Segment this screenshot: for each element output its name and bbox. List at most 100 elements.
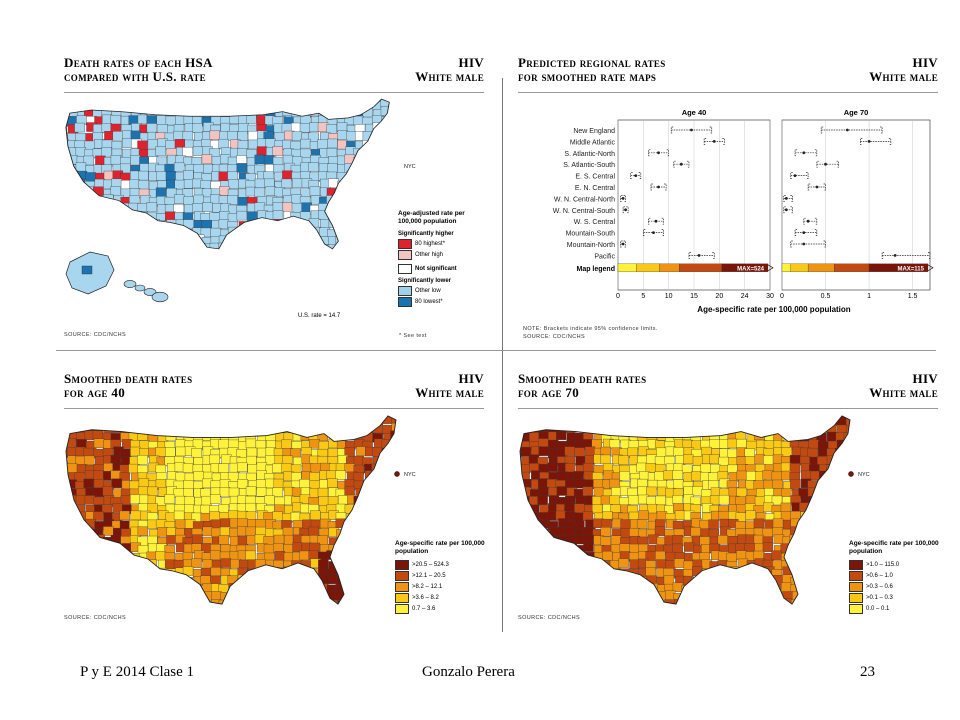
tl-sig-lower: Significantly lower: [398, 278, 452, 284]
bl-range-1: >20.5 – 524.3: [412, 561, 449, 568]
swatch-other-high: [398, 249, 412, 260]
br-title-line1: Smoothed death rates: [518, 371, 647, 386]
confidence-bracket: [794, 229, 818, 236]
smoothed-map-age40: [65, 415, 397, 605]
estimate-point: [802, 151, 806, 155]
region-label: Pacific: [594, 253, 615, 260]
estimate-point: [624, 208, 627, 212]
estimate-point: [712, 140, 716, 143]
br-tag-line1: HIV: [912, 371, 938, 386]
map-legend-swatch: [617, 263, 637, 272]
swatch-other-low: [398, 285, 412, 296]
tl-tag-line2: White male: [415, 69, 484, 84]
region-label: Middle Atlantic: [570, 139, 616, 146]
confidence-bracket: [803, 217, 818, 225]
br-nyc-marker: [848, 471, 854, 477]
br-range-4: >0.1 – 0.3: [866, 594, 893, 601]
bl-tag: HIV White male: [380, 372, 484, 400]
region-label: E. S. Central: [575, 174, 615, 181]
confidence-bracket: [816, 160, 839, 168]
bl-title-line2: for age 40: [64, 385, 126, 400]
bl-range-4: >3.6 – 8.2: [412, 594, 439, 601]
region-label: W. N. Central-North: [554, 196, 615, 203]
bl-source: SOURCE: CDC/NCHS: [64, 615, 127, 621]
estimate-point: [793, 174, 797, 177]
tick-label: 20: [715, 293, 723, 300]
region-label: S. Atlantic-North: [564, 151, 615, 158]
bl-rule: [64, 408, 484, 409]
map-legend-swatch: [807, 263, 835, 272]
estimate-point: [845, 128, 849, 132]
estimate-point: [824, 162, 827, 166]
arrow-right-icon: [927, 264, 934, 272]
confidence-bracket: [820, 126, 883, 134]
vertical-divider: [502, 78, 503, 632]
tick-label: 1.5: [908, 293, 918, 300]
tl-map: [65, 98, 390, 303]
estimate-point: [621, 242, 625, 246]
region-label: W. S. Central: [574, 219, 616, 226]
tr-source: SOURCE: CDC/NCHS: [523, 334, 586, 340]
bl-legend-title: Age-specific rate per 100,000 population: [395, 540, 485, 555]
tr-title: Predicted regional rates for smoothed ra…: [518, 56, 666, 84]
region-label: S. Atlantic-South: [563, 162, 615, 169]
estimate-point: [784, 208, 788, 212]
br-tag: HIV White male: [834, 372, 938, 400]
bl-tag-line1: HIV: [458, 371, 484, 386]
bl-swatch-4: [395, 592, 409, 603]
tl-nyc: NYC: [404, 164, 416, 170]
tr-title-line1: Predicted regional rates: [518, 55, 666, 70]
bl-nyc-marker: [394, 471, 400, 477]
region-label: New England: [573, 128, 615, 135]
tr-note: NOTE: Brackets indicate 95% confidence l…: [523, 326, 658, 332]
map-legend-label: Map legend: [576, 266, 615, 273]
tl-us-rate: U.S. rate = 14.7: [298, 313, 341, 319]
tr-tag-line1: HIV: [912, 55, 938, 70]
estimate-point: [806, 219, 810, 223]
bl-map: [65, 415, 400, 605]
swatch-80-highest: [398, 238, 412, 249]
br-source: SOURCE: CDC/NCHS: [518, 615, 581, 621]
bl-range-3: >8.2 – 12.1: [412, 583, 443, 590]
tl-tag-line1: HIV: [458, 55, 484, 70]
bl-range-5: 0.7 – 3.6: [412, 605, 436, 612]
map-legend-swatch: [659, 263, 680, 272]
tick-label: 0: [616, 293, 620, 300]
bl-title-line1: Smoothed death rates: [64, 371, 193, 386]
tl-title: Death rates of each HSA compared with U.…: [64, 56, 213, 84]
map-legend-swatch: [834, 263, 870, 272]
horizontal-divider: [56, 350, 936, 351]
bl-swatch-3: [395, 581, 409, 592]
tr-tag: HIV White male: [834, 56, 938, 84]
lbl-other-high: Other high: [415, 251, 444, 258]
swatch-80-lowest: [398, 296, 412, 307]
region-label: Mountain-North: [567, 242, 615, 249]
tick-label: 1: [867, 293, 871, 300]
br-swatch-5: [849, 603, 863, 614]
confidence-bracket: [860, 138, 892, 145]
estimate-point: [784, 197, 788, 200]
tr-rule: [518, 92, 938, 93]
br-rule: [518, 408, 938, 409]
estimate-point: [652, 231, 655, 235]
estimate-point: [802, 242, 806, 246]
tick-label: 15: [690, 293, 698, 300]
br-swatch-1: [849, 559, 863, 570]
tl-legend-title: Age-adjusted rate per 100,000 population: [398, 210, 465, 225]
tick-label: 30: [766, 293, 774, 300]
br-range-1: >1.0 – 115.0: [866, 561, 900, 568]
estimate-point: [802, 231, 806, 235]
br-range-3: >0.3 – 0.6: [866, 583, 893, 590]
tl-sig-higher: Significantly higher: [398, 231, 454, 237]
br-legend-title: Age-specific rate per 100,000 population: [849, 540, 939, 555]
br-title-line2: for age 70: [518, 385, 580, 400]
tl-tag: HIV White male: [380, 56, 484, 84]
bl-range-2: >12.1 – 20.5: [412, 572, 446, 579]
tl-title-line1: Death rates of each HSA: [64, 55, 213, 70]
estimate-point: [634, 174, 638, 177]
br-tag-line2: White male: [869, 385, 938, 400]
bl-tag-line2: White male: [415, 385, 484, 400]
confidence-bracket: [790, 172, 809, 179]
estimate-point: [690, 128, 693, 132]
br-legend: Age-specific rate per 100,000 population…: [849, 540, 941, 614]
